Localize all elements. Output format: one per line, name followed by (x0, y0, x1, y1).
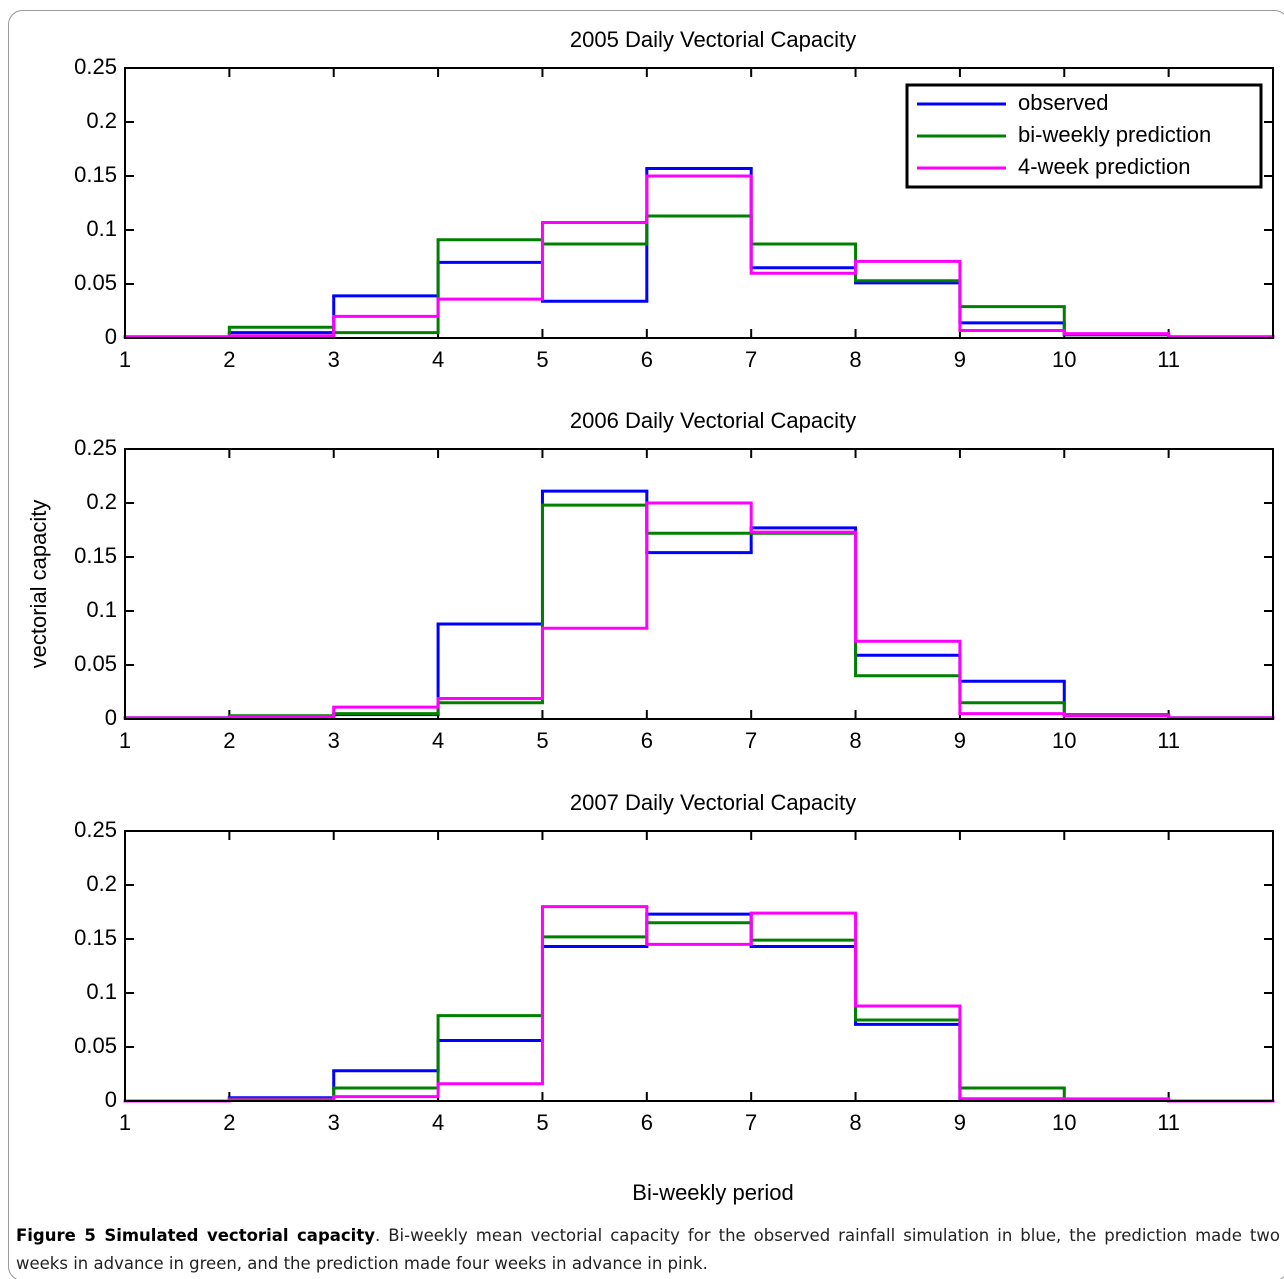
x-tick-label: 6 (641, 1110, 653, 1135)
x-tick-label: 2 (223, 1110, 235, 1135)
x-tick-label: 7 (745, 728, 757, 753)
chart-title: 2007 Daily Vectorial Capacity (570, 790, 856, 815)
x-tick-label: 1 (119, 728, 131, 753)
x-tick-label: 5 (536, 347, 548, 372)
y-tick-label: 0.1 (86, 979, 117, 1004)
y-tick-label: 0.05 (74, 1033, 117, 1058)
caption: Figure 5 Simulated vectorial capacity. B… (16, 1222, 1280, 1278)
x-tick-label: 7 (745, 1110, 757, 1135)
x-tick-label: 6 (641, 728, 653, 753)
x-tick-label: 1 (119, 347, 131, 372)
y-tick-label: 0.15 (74, 925, 117, 950)
y-tick-label: 0 (105, 705, 117, 730)
legend-label: observed (1018, 90, 1109, 115)
y-axis-label: vectorial capacity (26, 500, 51, 669)
x-tick-label: 2 (223, 728, 235, 753)
legend-label: 4-week prediction (1018, 154, 1190, 179)
y-tick-label: 0.05 (74, 270, 117, 295)
caption-title: Figure 5 Simulated vectorial capacity (16, 1226, 375, 1245)
plot-frame (124, 830, 1274, 1102)
x-tick-label: 3 (328, 347, 340, 372)
plot-frame (124, 67, 1274, 339)
y-tick-label: 0.05 (74, 651, 117, 676)
x-tick-label: 11 (1157, 1110, 1180, 1135)
y-tick-label: 0 (105, 324, 117, 349)
y-tick-label: 0.2 (86, 489, 117, 514)
x-tick-label: 10 (1052, 728, 1076, 753)
y-tick-label: 0.2 (86, 871, 117, 896)
plot-area (125, 449, 1273, 719)
y-tick-label: 0.1 (86, 216, 117, 241)
x-tick-label: 11 (1157, 347, 1180, 372)
y-tick-label: 0.15 (74, 543, 117, 568)
x-tick-label: 10 (1052, 347, 1076, 372)
x-tick-label: 5 (536, 728, 548, 753)
plot-area (125, 831, 1273, 1101)
figure-frame (8, 10, 1284, 1279)
x-tick-label: 4 (432, 347, 444, 372)
chart-title: 2005 Daily Vectorial Capacity (570, 27, 856, 52)
chart-title: 2006 Daily Vectorial Capacity (570, 408, 856, 433)
x-tick-label: 7 (745, 347, 757, 372)
y-tick-label: 0.25 (74, 435, 117, 460)
caption-text: . Bi-weekly mean vectorial capacity for … (16, 1226, 1280, 1273)
x-tick-label: 4 (432, 728, 444, 753)
x-tick-label: 5 (536, 1110, 548, 1135)
y-tick-label: 0.25 (74, 54, 117, 79)
x-tick-label: 8 (849, 1110, 861, 1135)
x-tick-label: 2 (223, 347, 235, 372)
x-tick-label: 8 (849, 728, 861, 753)
x-tick-label: 4 (432, 1110, 444, 1135)
x-tick-label: 9 (954, 728, 966, 753)
x-tick-label: 11 (1157, 728, 1180, 753)
x-tick-label: 6 (641, 347, 653, 372)
y-tick-label: 0.1 (86, 597, 117, 622)
x-tick-label: 9 (954, 347, 966, 372)
x-tick-label: 3 (328, 1110, 340, 1135)
y-tick-label: 0.2 (86, 108, 117, 133)
x-tick-label: 8 (849, 347, 861, 372)
x-tick-label: 9 (954, 1110, 966, 1135)
x-axis-label: Bi-weekly period (632, 1180, 793, 1205)
y-tick-label: 0.15 (74, 162, 117, 187)
x-tick-label: 1 (119, 1110, 131, 1135)
y-tick-label: 0 (105, 1087, 117, 1112)
x-tick-label: 3 (328, 728, 340, 753)
plot-frame (124, 448, 1274, 720)
y-tick-label: 0.25 (74, 817, 117, 842)
x-tick-label: 10 (1052, 1110, 1076, 1135)
legend-label: bi-weekly prediction (1018, 122, 1211, 147)
